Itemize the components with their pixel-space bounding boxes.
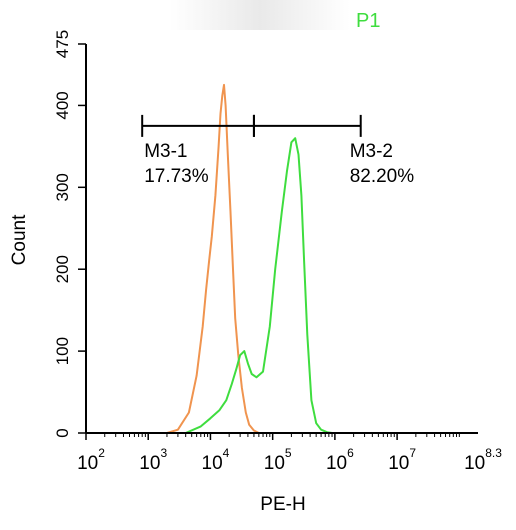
y-tick-label: 400	[53, 91, 72, 119]
histogram-series-2	[185, 137, 333, 434]
y-tick-label: 300	[53, 173, 72, 201]
y-tick-label: 100	[53, 337, 72, 365]
x-tick-label: 104	[202, 446, 230, 474]
x-tick-label: 105	[264, 446, 292, 474]
histogram-series-1	[166, 83, 260, 434]
y-axis-label: Count	[9, 214, 30, 265]
x-tick-label: 107	[388, 446, 416, 474]
gate-m3-2: M3-2 82.20%	[252, 114, 415, 187]
gate-percent-label: 17.73%	[144, 166, 209, 187]
x-tick-label: 103	[139, 446, 167, 474]
gate-markers: M3-1 17.73% M3-2 82.20%	[141, 114, 415, 187]
header-shading	[170, 0, 350, 30]
x-tick-label: 106	[326, 446, 354, 474]
y-tick-label: 200	[53, 255, 72, 283]
axes: 102 103 104 105 106 107 108.3 0 100 200 300 400 475	[53, 30, 502, 474]
gate-m3-1: M3-1 17.73%	[141, 114, 255, 187]
gate-name-label: M3-2	[350, 141, 393, 162]
x-tick-label: 102	[77, 446, 105, 474]
y-tick-label: 0	[53, 428, 72, 437]
gate-percent-label: 82.20%	[350, 166, 415, 187]
chart-title: P1	[356, 10, 380, 32]
gate-name-label: M3-1	[144, 141, 187, 162]
x-tick-label: 108.3	[464, 446, 502, 474]
x-axis-label: PE-H	[260, 494, 305, 515]
plot-area	[166, 83, 333, 434]
y-tick-label: 475	[53, 30, 72, 58]
